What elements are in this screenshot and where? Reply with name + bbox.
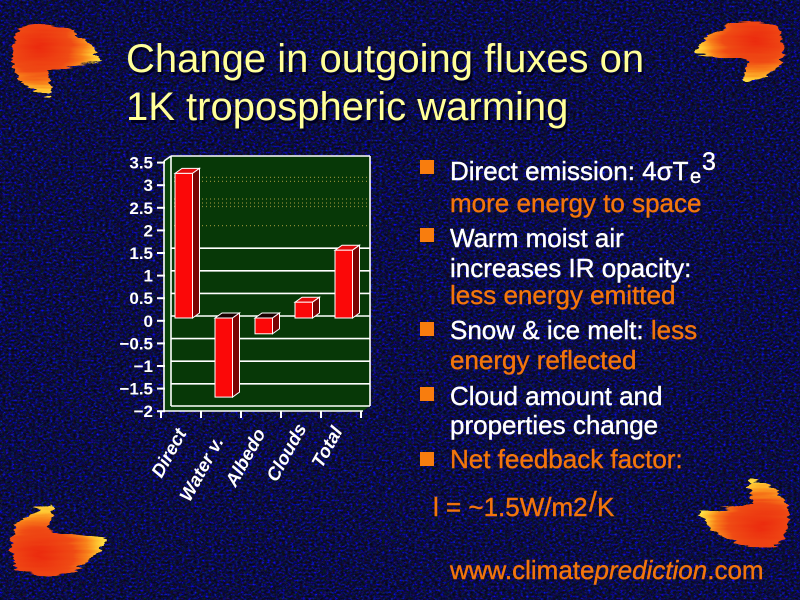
svg-text:−1.5: −1.5 [119, 380, 153, 399]
svg-text:3: 3 [144, 176, 153, 195]
svg-text:−1: −1 [134, 357, 153, 376]
svg-text:0.5: 0.5 [129, 289, 153, 308]
svg-text:2.5: 2.5 [129, 199, 153, 218]
svg-text:−2: −2 [134, 402, 153, 421]
svg-text:Clouds: Clouds [262, 420, 311, 485]
svg-text:2: 2 [144, 221, 153, 240]
svg-text:Albedo: Albedo [220, 425, 269, 491]
svg-text:−0.5: −0.5 [119, 334, 153, 353]
svg-text:Direct: Direct [147, 424, 191, 481]
svg-text:0: 0 [144, 312, 153, 331]
svg-text:Total: Total [307, 422, 347, 471]
svg-text:1: 1 [144, 267, 153, 286]
svg-text:1.5: 1.5 [129, 244, 153, 263]
svg-text:3.5: 3.5 [129, 154, 153, 173]
